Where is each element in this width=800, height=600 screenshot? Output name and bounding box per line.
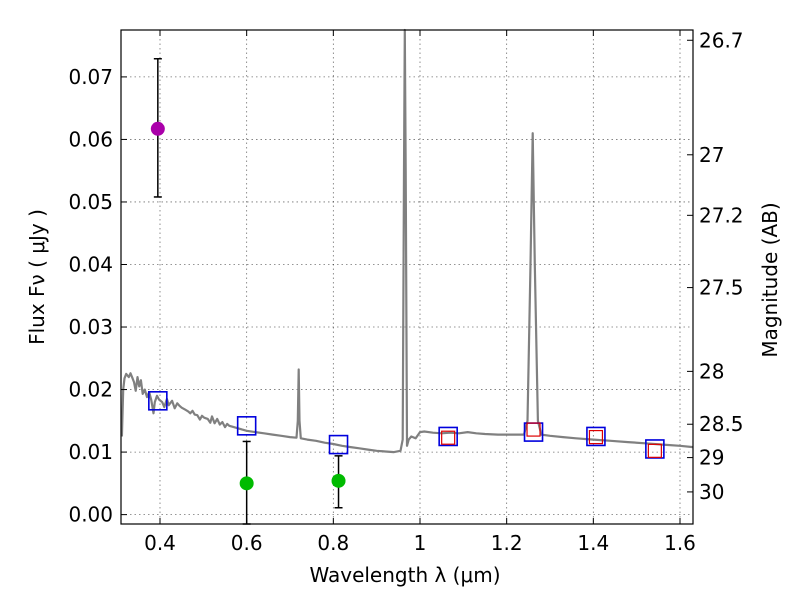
model-photometry-marker bbox=[645, 439, 665, 459]
model-photometry-marker bbox=[148, 391, 168, 411]
y2-tick-label: 30 bbox=[699, 480, 724, 504]
x-tick-label: 0.4 bbox=[144, 531, 176, 555]
x-tick-label: 1.6 bbox=[664, 531, 696, 555]
y2-axis-title: Magnitude (AB) bbox=[758, 202, 782, 357]
x-tick-label: 1.4 bbox=[577, 531, 609, 555]
detection-point bbox=[239, 476, 254, 491]
x-tick-label: 1 bbox=[414, 531, 427, 555]
x-tick-label: 0.6 bbox=[231, 531, 263, 555]
observed-photometry-marker bbox=[526, 422, 541, 437]
y2-tick-label: 29 bbox=[699, 446, 724, 470]
y2-tick-label: 28.5 bbox=[699, 412, 744, 436]
y-tick-label: 0.07 bbox=[68, 65, 113, 89]
grid bbox=[121, 30, 693, 524]
y-tick-label: 0.03 bbox=[68, 315, 113, 339]
y2-tick-label: 27 bbox=[699, 143, 724, 167]
y2-tick-label: 27.2 bbox=[699, 203, 744, 227]
x-axis-title: Wavelength λ (μm) bbox=[309, 563, 500, 587]
detection-point bbox=[331, 473, 346, 488]
y-tick-label: 0.06 bbox=[68, 127, 113, 151]
observed-photometry-marker bbox=[647, 443, 662, 458]
y-tick-label: 0.00 bbox=[68, 503, 113, 527]
y2-tick-label: 28 bbox=[699, 359, 724, 383]
model-photometry-marker bbox=[328, 434, 349, 455]
spectrum-line bbox=[120, 28, 694, 454]
model-photometry-marker bbox=[236, 416, 257, 436]
observed-photometry-marker bbox=[441, 430, 456, 445]
y-tick-label: 0.01 bbox=[68, 440, 113, 464]
y-tick-label: 0.05 bbox=[68, 190, 113, 214]
plot-frame bbox=[120, 29, 694, 525]
model-photometry-marker bbox=[586, 426, 606, 447]
y-tick-label: 0.04 bbox=[68, 252, 113, 276]
ticks: 0.4 0.6 0.8 1 1.2 1.4 1.6 0.00 0.01 0.02 0.03 0.04 0… bbox=[68, 28, 743, 555]
x-tick-label: 0.8 bbox=[317, 531, 349, 555]
y-axis-title: Flux Fν ( μJy ) bbox=[25, 209, 49, 345]
y2-tick-label: 27.5 bbox=[699, 276, 744, 300]
x-tick-label: 1.2 bbox=[491, 531, 523, 555]
data-layer bbox=[120, 28, 694, 525]
model-photometry-marker bbox=[438, 426, 458, 447]
observed-photometry-marker bbox=[588, 429, 604, 445]
y-tick-label: 0.02 bbox=[68, 378, 113, 402]
outlier-point bbox=[150, 121, 165, 136]
y2-tick-label: 26.7 bbox=[699, 28, 744, 52]
